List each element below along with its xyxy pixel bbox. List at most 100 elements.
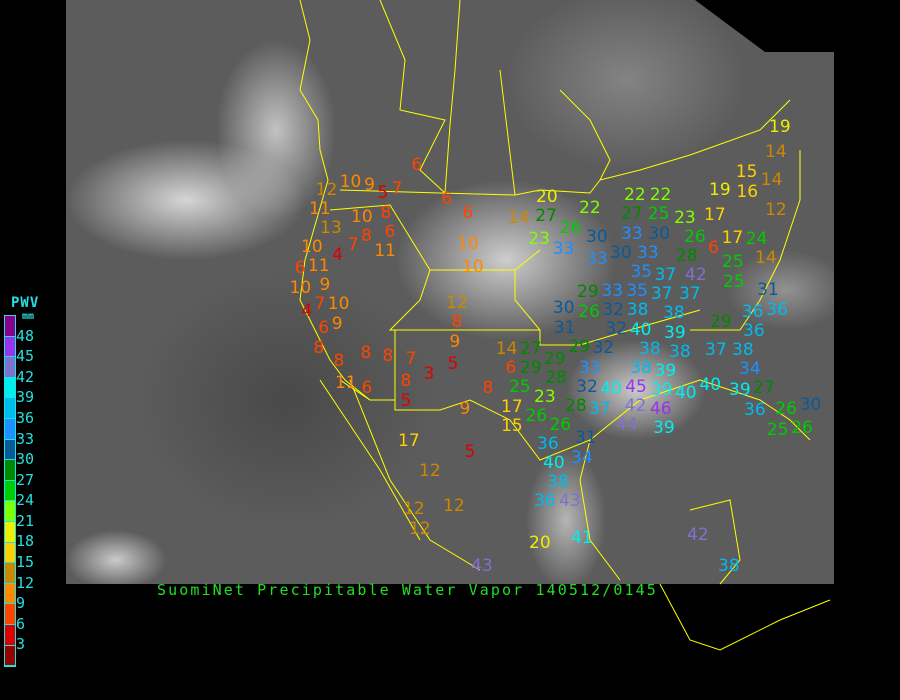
- station-pwv-value: 36: [744, 399, 766, 420]
- station-pwv-value: 38: [732, 339, 754, 360]
- border-line: [349, 379, 481, 571]
- station-pwv-value: 36: [766, 299, 788, 320]
- legend-label: 24: [16, 491, 35, 510]
- station-pwv-value: 6: [411, 154, 423, 175]
- station-pwv-value: 8: [361, 226, 372, 247]
- station-pwv-value: 14: [765, 141, 787, 162]
- station-pwv-value: 28: [545, 367, 567, 388]
- legend-label: 15: [16, 553, 35, 572]
- station-pwv-value: 8: [400, 370, 412, 391]
- station-pwv-value: 38: [639, 339, 661, 360]
- border-line: [499, 69, 516, 196]
- station-pwv-value: 23: [674, 207, 696, 228]
- border-line: [659, 583, 831, 651]
- legend-label: 33: [16, 429, 35, 448]
- legend-swatch: [5, 501, 15, 522]
- station-pwv-value: 9: [331, 313, 343, 334]
- station-pwv-value: 9: [319, 275, 331, 296]
- station-pwv-value: 30: [552, 298, 575, 319]
- legend-swatch: [5, 460, 15, 481]
- legend-label: 12: [16, 573, 35, 592]
- station-pwv-value: 42: [685, 264, 707, 285]
- station-pwv-value: 39: [653, 418, 675, 439]
- legend-swatch: [5, 604, 15, 625]
- station-pwv-value: 25: [509, 377, 531, 398]
- station-pwv-value: 46: [649, 399, 672, 420]
- station-pwv-value: 29: [520, 358, 542, 379]
- legend-colorbar: [4, 315, 16, 667]
- station-pwv-value: 27: [535, 206, 557, 227]
- border-line: [339, 179, 601, 196]
- border-line: [444, 0, 461, 194]
- no-data-corner: [695, 0, 834, 52]
- station-pwv-value: 12: [443, 495, 465, 516]
- border-line: [699, 379, 811, 441]
- station-pwv-value: 12: [446, 293, 468, 314]
- station-pwv-value: 37: [678, 284, 701, 305]
- station-pwv-value: 7: [347, 234, 359, 255]
- station-pwv-value: 10: [351, 206, 373, 227]
- legend-label: 21: [16, 511, 35, 530]
- station-pwv-value: 10: [301, 236, 323, 257]
- station-pwv-value: 33: [552, 238, 575, 259]
- station-pwv-value: 10: [327, 294, 350, 315]
- legend-label: 36: [16, 408, 35, 427]
- station-pwv-value: 19: [769, 116, 791, 137]
- legend-swatch: [5, 316, 15, 337]
- station-pwv-value: 12: [403, 499, 425, 520]
- legend-swatch: [5, 418, 15, 440]
- legend-label: 42: [16, 367, 35, 386]
- station-pwv-value: 6: [708, 237, 719, 258]
- station-pwv-value: 29: [577, 282, 599, 303]
- station-pwv-value: 38: [718, 555, 740, 576]
- border-line: [689, 499, 741, 585]
- station-pwv-value: 22: [624, 185, 646, 206]
- legend-unit: mm: [22, 311, 35, 322]
- station-pwv-value: 9: [459, 398, 471, 419]
- station-pwv-value: 10: [462, 256, 484, 277]
- station-pwv-value: 39: [664, 322, 686, 343]
- border-line: [319, 379, 421, 541]
- station-pwv-value: 7: [405, 348, 417, 369]
- station-pwv-value: 8: [382, 345, 394, 366]
- station-pwv-value: 36: [741, 301, 764, 322]
- map-title: SuomiNet Precipitable Water Vapor 140512…: [157, 581, 658, 599]
- station-pwv-value: 25: [722, 252, 744, 273]
- station-pwv-value: 32: [576, 376, 598, 397]
- station-pwv-value: 29: [710, 311, 732, 332]
- station-pwv-value: 14: [755, 248, 777, 269]
- station-pwv-value: 7: [391, 178, 403, 199]
- station-pwv-value: 8: [333, 350, 345, 371]
- station-pwv-value: 39: [654, 360, 677, 381]
- station-pwv-value: 30: [610, 242, 632, 263]
- station-pwv-value: 32: [602, 299, 624, 320]
- station-pwv-value: 8: [451, 312, 463, 333]
- station-pwv-value: 38: [626, 300, 649, 321]
- border-line: [299, 0, 371, 401]
- station-pwv-value: 6: [361, 377, 373, 398]
- station-pwv-value: 12: [409, 518, 431, 539]
- station-pwv-value: 33: [621, 223, 643, 244]
- legend-swatch: [5, 645, 15, 667]
- station-pwv-value: 20: [536, 186, 558, 207]
- station-pwv-value: 6: [441, 188, 453, 209]
- station-pwv-value: 10: [289, 277, 312, 298]
- border-line: [559, 89, 611, 181]
- station-pwv-value: 26: [775, 398, 797, 419]
- station-pwv-value: 12: [419, 460, 441, 481]
- station-pwv-value: 41: [571, 527, 593, 548]
- legend-label: 3: [16, 635, 26, 654]
- station-pwv-value: 20: [529, 532, 551, 553]
- station-pwv-value: 35: [626, 281, 648, 302]
- station-pwv-value: 10: [339, 171, 362, 192]
- station-pwv-value: 17: [721, 227, 744, 248]
- station-pwv-value: 19: [709, 179, 731, 200]
- station-pwv-value: 12: [315, 179, 338, 200]
- station-pwv-value: 6: [318, 318, 330, 339]
- station-pwv-value: 34: [739, 359, 761, 380]
- station-pwv-value: 8: [380, 202, 392, 223]
- legend-swatch: [5, 624, 15, 646]
- station-pwv-value: 14: [760, 169, 783, 190]
- station-pwv-value: 39: [729, 379, 751, 400]
